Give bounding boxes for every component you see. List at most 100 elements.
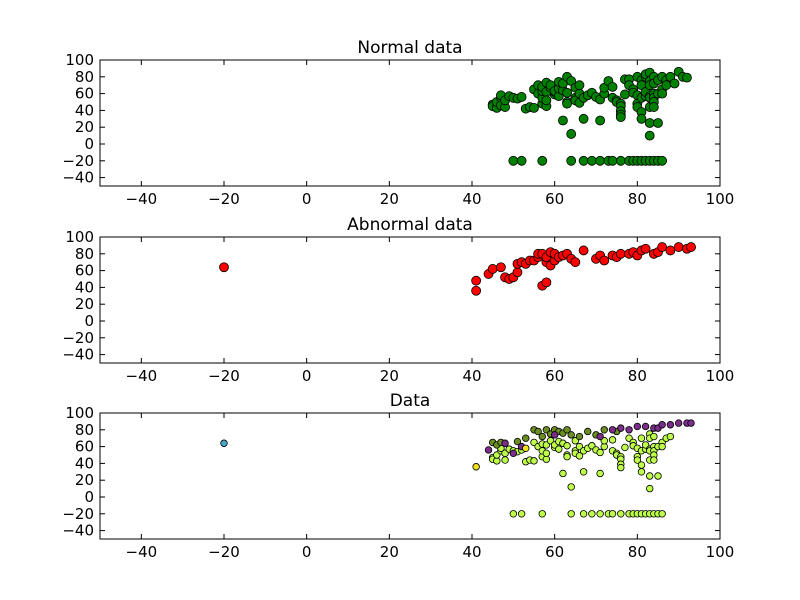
data-point bbox=[637, 468, 646, 476]
data-point bbox=[644, 130, 655, 141]
data-point bbox=[686, 242, 696, 252]
series-0 bbox=[219, 242, 696, 296]
data-point bbox=[608, 426, 617, 434]
x-tick-label: −40 bbox=[126, 543, 158, 561]
data-point bbox=[620, 89, 630, 100]
data-point bbox=[566, 129, 577, 139]
y-tick-label: −20 bbox=[62, 505, 94, 523]
data-point bbox=[661, 80, 672, 91]
x-tick-label: 40 bbox=[462, 543, 481, 561]
data-point bbox=[516, 92, 527, 102]
y-tick-label: 40 bbox=[75, 101, 94, 119]
series-2 bbox=[484, 419, 695, 458]
y-tick-label: 100 bbox=[65, 51, 94, 69]
data-point bbox=[599, 255, 610, 266]
x-tick-label: −20 bbox=[208, 543, 240, 561]
x-tick-label: −40 bbox=[126, 367, 158, 385]
y-tick-label: 20 bbox=[75, 471, 94, 489]
y-tick-label: −40 bbox=[62, 522, 94, 540]
x-tick-label: 0 bbox=[302, 367, 312, 385]
data-point bbox=[617, 510, 625, 518]
data-point bbox=[219, 262, 229, 273]
data-point bbox=[550, 431, 559, 439]
data-point bbox=[541, 277, 552, 288]
data-point bbox=[575, 452, 584, 460]
series-4 bbox=[220, 439, 228, 447]
y-tick-label: 60 bbox=[75, 262, 94, 280]
data-point bbox=[471, 275, 482, 286]
data-point bbox=[646, 484, 654, 493]
data-point bbox=[673, 242, 684, 252]
data-point bbox=[575, 432, 584, 441]
data-point bbox=[484, 446, 493, 454]
y-tick-label: −40 bbox=[62, 169, 94, 187]
data-point bbox=[558, 115, 568, 126]
x-tick-label: 100 bbox=[706, 190, 735, 208]
data-point bbox=[563, 442, 571, 450]
data-point bbox=[567, 483, 575, 491]
y-tick-label: −20 bbox=[62, 329, 94, 347]
data-point bbox=[542, 449, 551, 458]
data-point bbox=[537, 155, 548, 166]
x-tick-label: 40 bbox=[462, 190, 481, 208]
y-tick-label: 40 bbox=[75, 278, 94, 296]
data-point bbox=[567, 431, 575, 439]
y-tick-label: 80 bbox=[75, 421, 94, 439]
chart-title: Abnormal data bbox=[347, 215, 473, 235]
data-point bbox=[617, 424, 625, 432]
data-point bbox=[517, 510, 526, 518]
data-point bbox=[636, 113, 647, 124]
data-point bbox=[615, 248, 626, 259]
data-point bbox=[658, 442, 666, 451]
data-point bbox=[584, 427, 592, 436]
data-point bbox=[586, 155, 597, 166]
data-point bbox=[666, 421, 675, 429]
data-point bbox=[508, 155, 519, 166]
y-tick-label: 80 bbox=[75, 68, 94, 86]
x-tick-label: 20 bbox=[380, 543, 399, 561]
data-point bbox=[637, 461, 646, 469]
y-tick-label: 100 bbox=[65, 228, 94, 246]
data-point bbox=[570, 257, 581, 268]
data-point bbox=[563, 452, 571, 461]
data-point bbox=[578, 113, 589, 124]
data-point bbox=[665, 245, 676, 256]
x-tick-label: 80 bbox=[628, 190, 647, 208]
x-tick-label: −20 bbox=[208, 367, 240, 385]
x-tick-label: 60 bbox=[545, 367, 564, 385]
data-point bbox=[657, 242, 668, 252]
data-point bbox=[615, 112, 626, 123]
data-point bbox=[566, 155, 577, 166]
data-point bbox=[487, 264, 498, 274]
data-point bbox=[658, 421, 666, 429]
data-point bbox=[682, 72, 692, 83]
data-point bbox=[574, 80, 585, 91]
y-tick-label: 0 bbox=[84, 135, 94, 153]
data-point bbox=[650, 432, 658, 441]
data-point bbox=[669, 78, 680, 89]
x-tick-label: −40 bbox=[126, 190, 158, 208]
data-point bbox=[637, 434, 646, 442]
data-point bbox=[562, 98, 572, 109]
chart-title: Data bbox=[390, 391, 431, 411]
data-point bbox=[501, 439, 509, 447]
data-point bbox=[529, 102, 539, 113]
data-point bbox=[509, 449, 518, 458]
data-point bbox=[633, 422, 642, 431]
data-point bbox=[595, 115, 606, 126]
data-point bbox=[513, 437, 522, 446]
data-point bbox=[530, 457, 538, 465]
data-point bbox=[522, 434, 530, 442]
data-point bbox=[578, 155, 589, 166]
x-tick-label: 0 bbox=[302, 190, 312, 208]
plot-area bbox=[99, 59, 721, 187]
y-tick-label: 0 bbox=[84, 488, 94, 506]
data-point bbox=[687, 419, 695, 427]
data-point bbox=[522, 444, 530, 452]
y-tick-label: 60 bbox=[75, 85, 94, 103]
data-point bbox=[596, 510, 604, 518]
data-point bbox=[516, 155, 527, 166]
data-point bbox=[567, 510, 575, 518]
